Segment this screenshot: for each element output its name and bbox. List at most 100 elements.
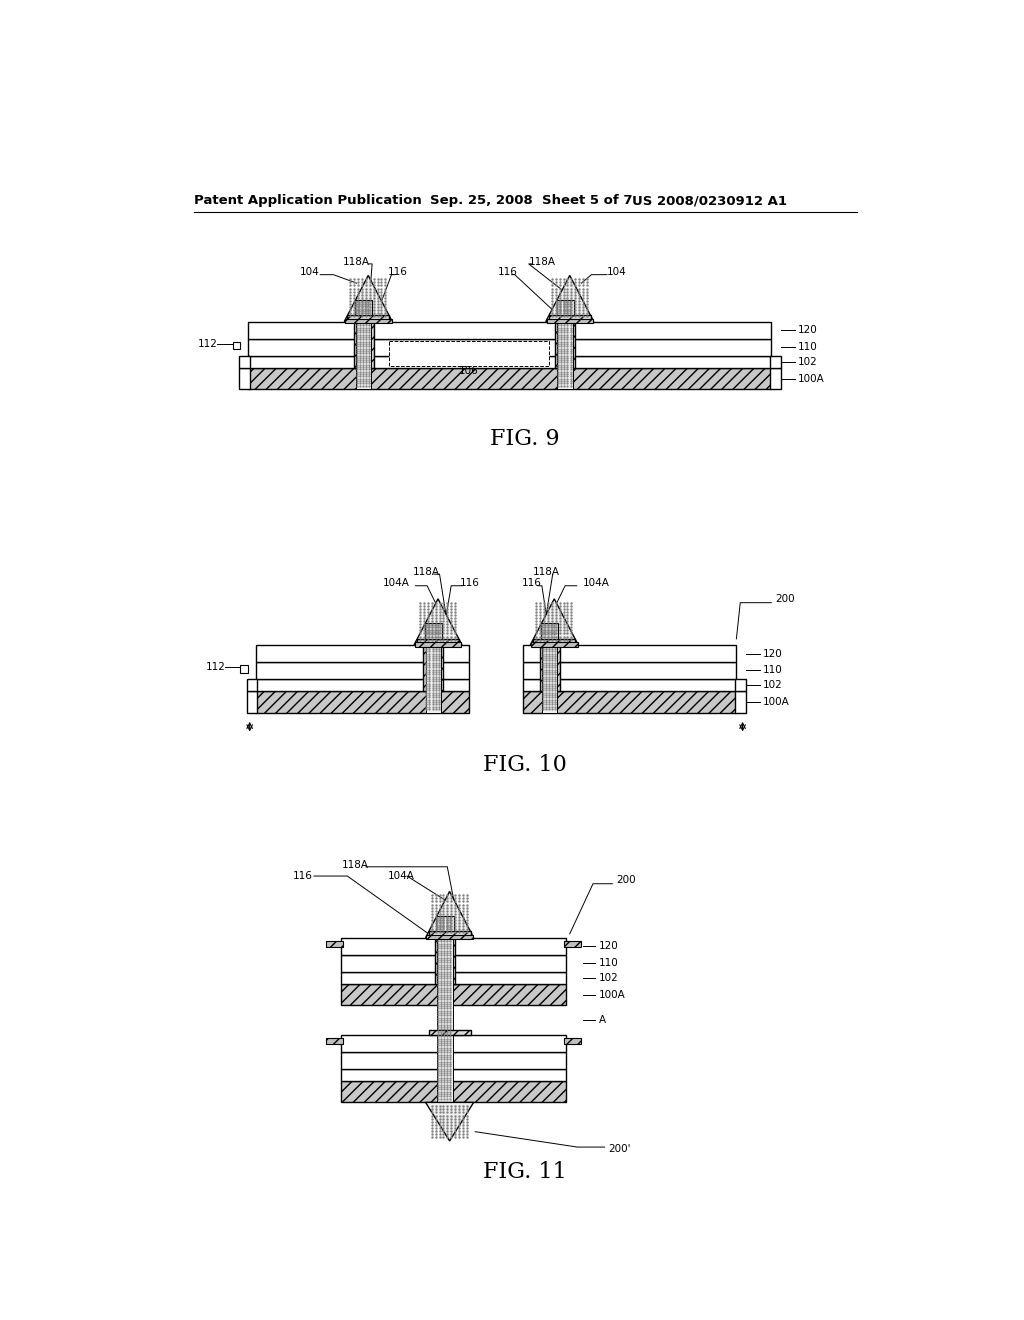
Bar — [540, 645, 560, 692]
Text: 112: 112 — [206, 663, 225, 672]
Bar — [541, 623, 558, 639]
Text: 118A: 118A — [529, 256, 556, 267]
Text: Patent Application Publication: Patent Application Publication — [194, 194, 422, 207]
Bar — [347, 315, 389, 322]
Bar — [426, 645, 441, 713]
Bar — [523, 692, 736, 713]
Polygon shape — [414, 599, 462, 645]
Bar — [256, 645, 469, 663]
Polygon shape — [530, 599, 579, 645]
Bar — [239, 368, 250, 389]
Bar — [389, 341, 549, 366]
Text: A: A — [598, 1015, 605, 1026]
Bar — [429, 932, 471, 937]
Bar — [341, 1081, 566, 1102]
Text: 200': 200' — [608, 1143, 631, 1154]
Text: 100A: 100A — [798, 374, 824, 384]
Bar — [564, 941, 582, 946]
Text: 116: 116 — [388, 268, 408, 277]
Bar — [248, 322, 771, 339]
Text: 200: 200 — [616, 875, 636, 884]
Text: 116: 116 — [460, 578, 479, 589]
Bar — [534, 639, 575, 645]
Polygon shape — [426, 1102, 474, 1140]
Bar — [542, 645, 557, 713]
Text: 120: 120 — [798, 325, 817, 335]
Bar — [557, 300, 573, 315]
Bar — [549, 315, 591, 322]
Bar — [256, 663, 469, 678]
Bar — [356, 322, 372, 389]
Text: 110: 110 — [598, 958, 618, 968]
Bar — [256, 678, 469, 692]
Bar — [523, 663, 736, 678]
Bar — [248, 339, 771, 355]
Bar — [426, 935, 473, 940]
Bar — [735, 692, 745, 713]
Text: 110: 110 — [763, 665, 782, 676]
Text: 116: 116 — [522, 578, 542, 589]
Bar — [345, 318, 391, 323]
Polygon shape — [344, 276, 392, 322]
Text: 100A: 100A — [598, 990, 626, 999]
Text: US 2008/0230912 A1: US 2008/0230912 A1 — [632, 194, 786, 207]
Bar — [531, 642, 578, 647]
Bar — [523, 678, 736, 692]
Bar — [341, 1035, 566, 1052]
Bar — [425, 623, 442, 639]
Bar — [423, 645, 443, 692]
Bar — [341, 1069, 566, 1081]
Bar — [355, 300, 372, 315]
Text: FIG. 11: FIG. 11 — [483, 1160, 566, 1183]
Bar — [247, 692, 257, 713]
Bar — [232, 342, 241, 350]
Bar — [341, 937, 566, 954]
Text: 110: 110 — [798, 342, 817, 352]
Bar — [523, 645, 736, 663]
Bar — [248, 355, 771, 368]
Text: 200: 200 — [775, 594, 795, 603]
Text: 112: 112 — [198, 339, 218, 348]
Bar — [415, 642, 461, 647]
Bar — [326, 941, 343, 946]
Bar — [247, 678, 257, 692]
Bar — [239, 355, 250, 368]
Text: 102: 102 — [798, 356, 817, 367]
Text: 116: 116 — [498, 268, 518, 277]
Text: 118A: 118A — [534, 566, 560, 577]
Text: 102: 102 — [598, 973, 618, 982]
Text: 118A: 118A — [342, 861, 369, 870]
Bar — [437, 937, 453, 1102]
Text: 100A: 100A — [763, 697, 790, 708]
Bar — [341, 954, 566, 972]
Text: 116: 116 — [293, 871, 312, 880]
Bar — [341, 1052, 566, 1069]
Text: 102: 102 — [763, 680, 782, 690]
Bar — [557, 322, 572, 389]
Bar — [436, 916, 454, 932]
Text: 104: 104 — [606, 268, 626, 277]
Bar — [555, 322, 575, 368]
Text: 104: 104 — [299, 268, 319, 277]
Text: 120: 120 — [763, 648, 782, 659]
Text: 104A: 104A — [383, 578, 410, 589]
Text: 104A: 104A — [583, 578, 609, 589]
Text: 104A: 104A — [388, 871, 415, 880]
Polygon shape — [546, 276, 594, 322]
Bar — [248, 368, 771, 389]
Bar — [417, 639, 459, 645]
Bar — [770, 368, 780, 389]
Bar — [353, 322, 374, 368]
Bar — [564, 1038, 582, 1044]
Bar — [241, 665, 248, 673]
Bar — [341, 972, 566, 983]
Bar — [435, 937, 455, 983]
Bar — [735, 678, 745, 692]
Text: 118A: 118A — [343, 256, 370, 267]
Bar — [326, 1038, 343, 1044]
Bar — [256, 692, 469, 713]
Bar — [770, 355, 780, 368]
Text: 118A: 118A — [413, 566, 440, 577]
Bar — [341, 983, 566, 1006]
Text: FIG. 9: FIG. 9 — [490, 429, 559, 450]
